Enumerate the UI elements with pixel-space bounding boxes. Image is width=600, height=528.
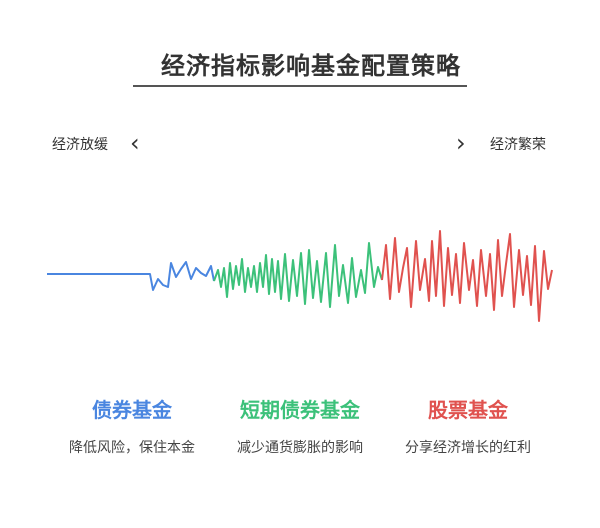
bond-wave-line [47,261,215,291]
chevron-right-icon[interactable]: › [456,129,466,157]
title-container: 经济指标影响基金配置策略 [0,46,600,87]
short-bond-fund-desc: 减少通货膨胀的影响 [237,440,363,456]
bond-fund-column: 债券基金 降低风险，保住本金 [37,394,227,457]
short-bond-wave-line [213,242,383,308]
bond-fund-title: 债券基金 [92,398,172,422]
chevron-left-icon[interactable]: ‹ [130,129,140,157]
short-bond-fund-title: 短期债券基金 [240,398,360,422]
bond-fund-desc: 降低风险，保住本金 [69,440,195,456]
stock-fund-title: 股票基金 [428,398,508,422]
stock-fund-column: 股票基金 分享经济增长的红利 [373,394,563,457]
stock-wave-line [381,230,553,322]
stock-fund-desc: 分享经济增长的红利 [405,440,531,456]
economy-boom-label: 经济繁荣 [490,137,546,153]
short-bond-fund-column: 短期债券基金 减少通货膨胀的影响 [205,394,395,457]
economy-slow-label: 经济放缓 [52,137,108,153]
page-title: 经济指标影响基金配置策略 [133,46,467,87]
